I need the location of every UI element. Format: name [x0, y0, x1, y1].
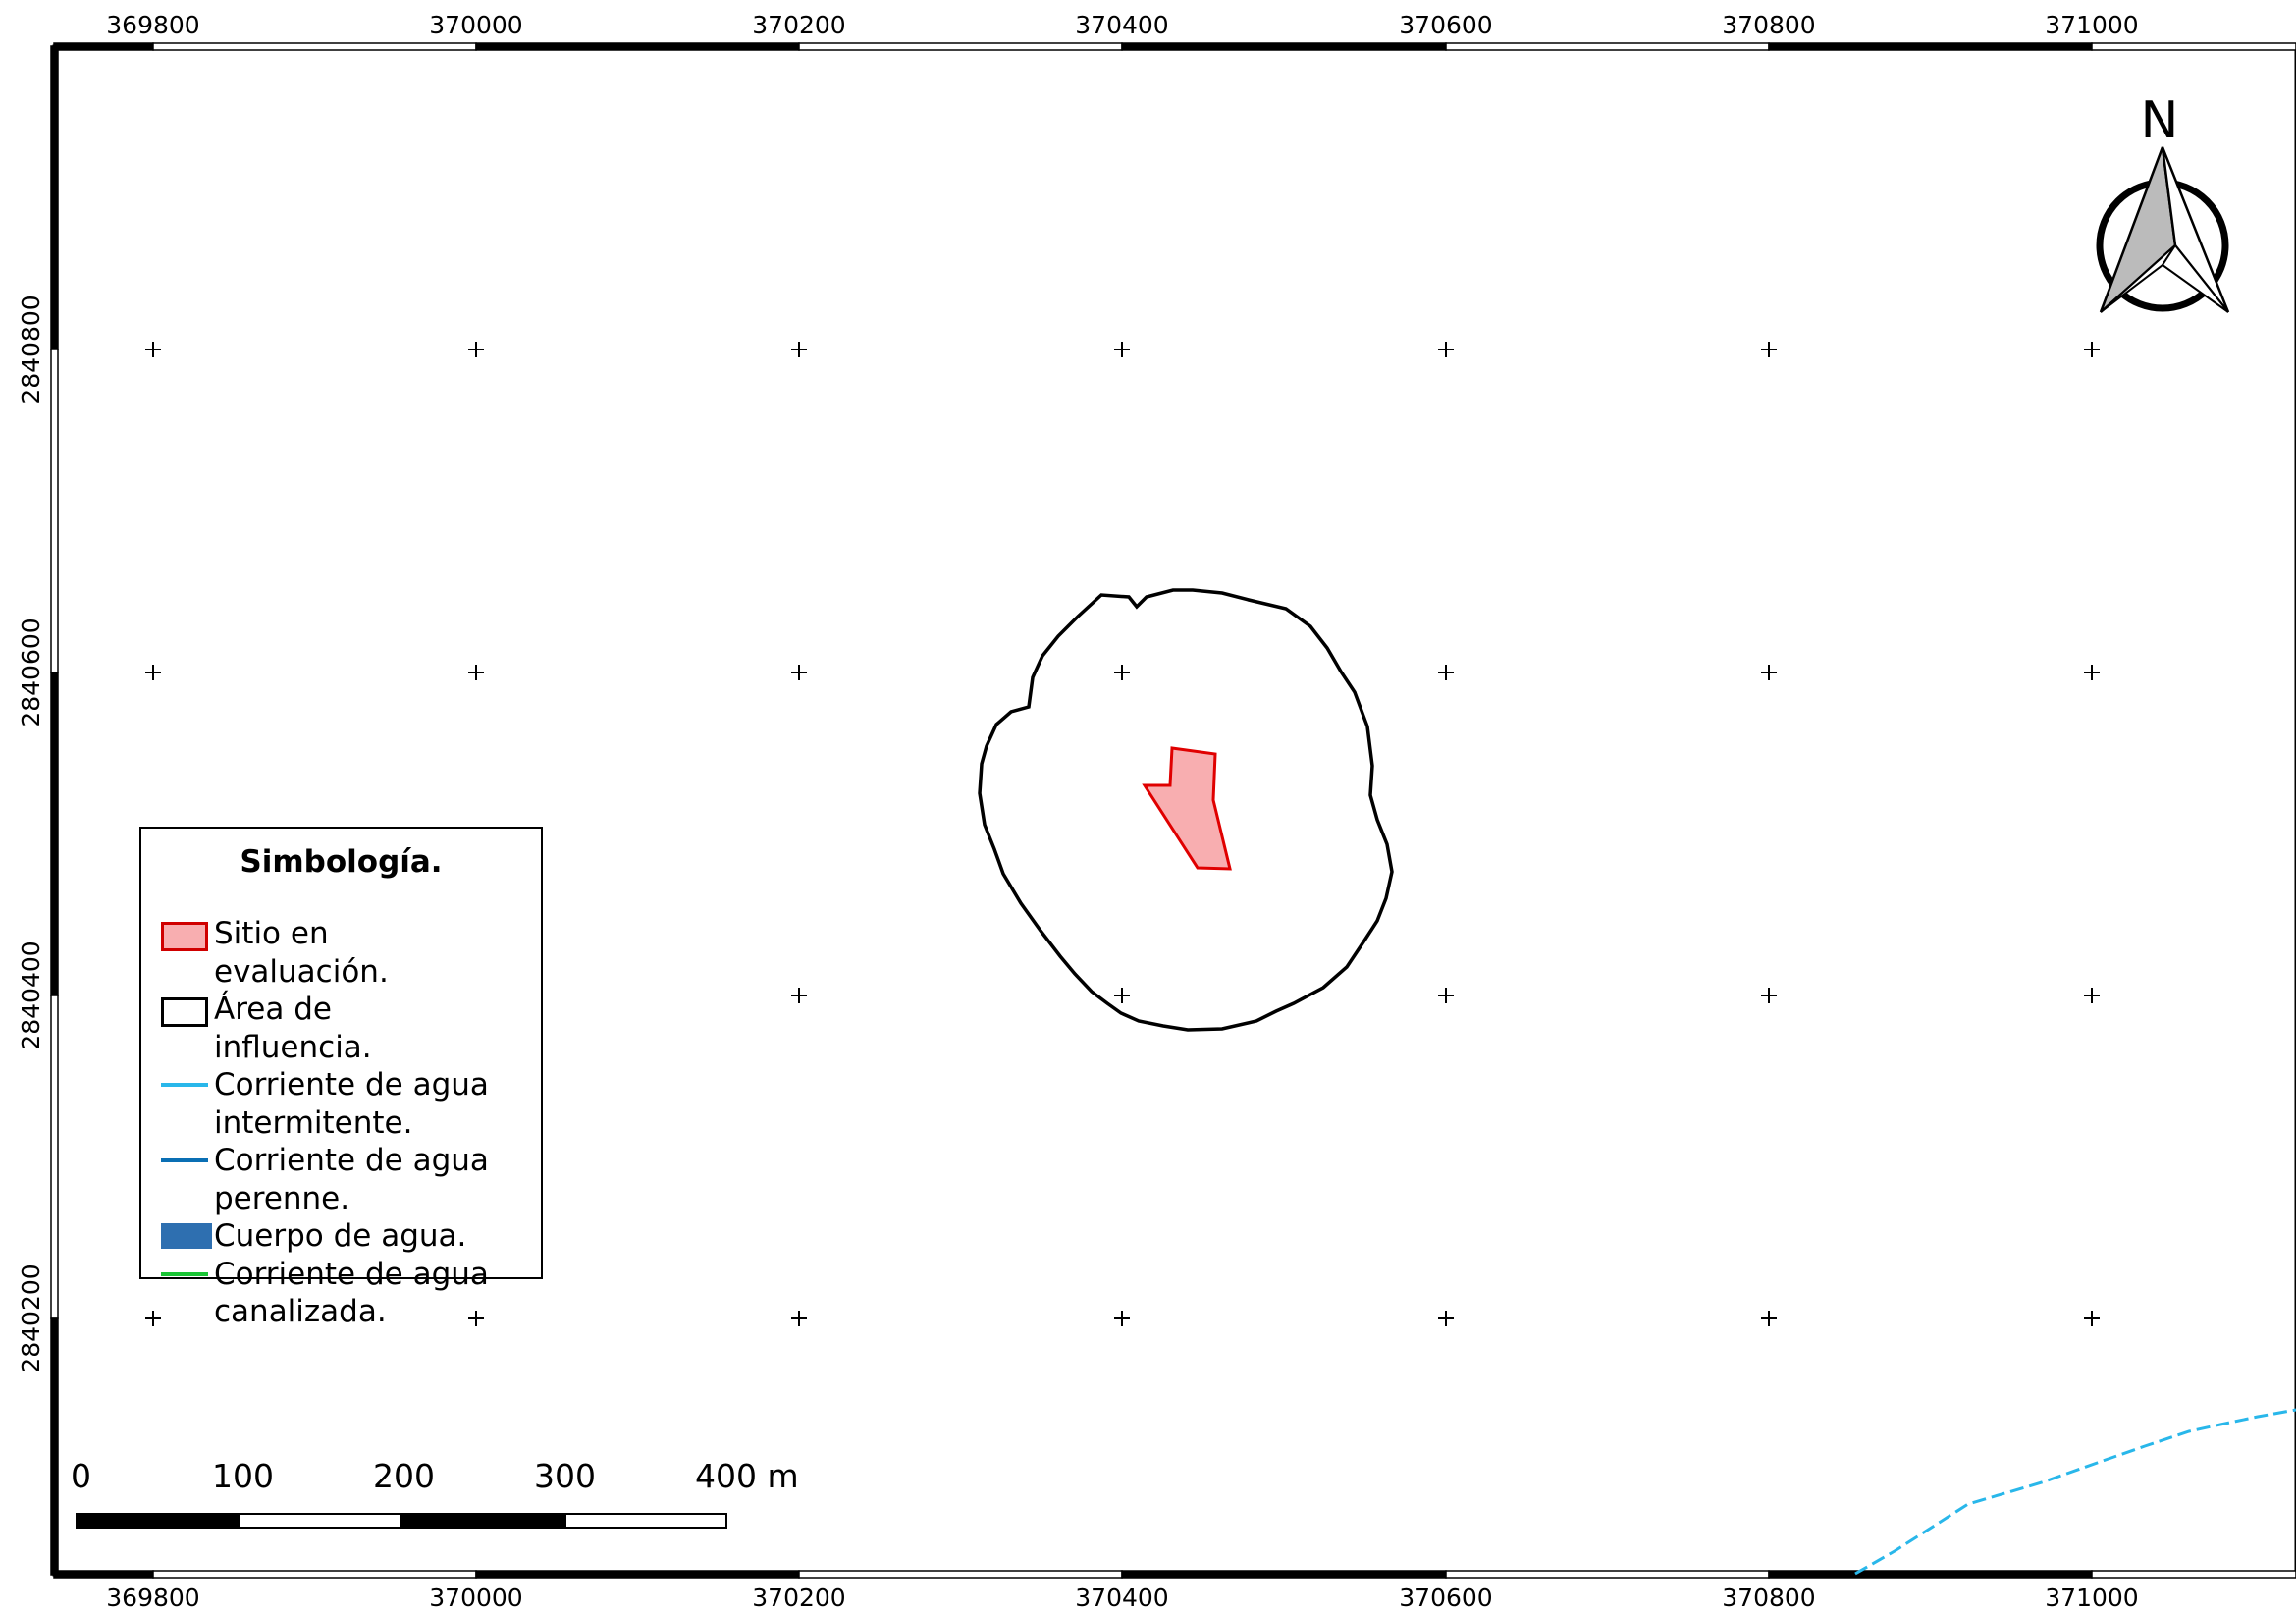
- grid-cross-icon: [1761, 1311, 1777, 1326]
- grid-cross-icon: [1438, 1311, 1454, 1326]
- intermittent-stream-line[interactable]: [1854, 1408, 2296, 1576]
- grid-cross-icon: [468, 342, 484, 357]
- site-polygon[interactable]: [1142, 746, 1232, 871]
- site-symbol-icon: [159, 915, 210, 952]
- channelized-line-icon: [159, 1256, 210, 1293]
- legend-label: Área de influencia.: [214, 992, 372, 1065]
- grid-cross-icon: [1438, 665, 1454, 680]
- grid-cross-icon: [791, 1311, 807, 1326]
- legend-item-channelized: Corriente de agua canalizada.: [159, 1256, 489, 1331]
- influence-symbol-icon: [159, 991, 210, 1028]
- scale-label-0: 0: [71, 1457, 91, 1495]
- north-label: N: [2141, 91, 2179, 150]
- grid-cross-icon: [1761, 342, 1777, 357]
- legend-label: Corriente de agua intermitente.: [214, 1067, 489, 1141]
- grid-cross-icon: [1438, 342, 1454, 357]
- grid-cross-icon: [2084, 665, 2100, 680]
- grid-cross-icon: [2084, 988, 2100, 1003]
- x-label-bottom: 370400: [1075, 1584, 1168, 1612]
- grid-crosses: [145, 342, 2100, 1326]
- intermittent-line-icon: [159, 1066, 210, 1103]
- y-label: 2840600: [17, 618, 45, 726]
- grid-cross-icon: [145, 1311, 161, 1326]
- y-label: 2840400: [17, 941, 45, 1049]
- x-label-top: 371000: [2045, 11, 2138, 39]
- x-label-bottom: 370600: [1399, 1584, 1492, 1612]
- x-label-top: 370600: [1399, 11, 1492, 39]
- x-label-top: 370800: [1722, 11, 1815, 39]
- x-label-top: 369800: [106, 11, 199, 39]
- x-label-top: 370400: [1075, 11, 1168, 39]
- x-label-bottom: 369800: [106, 1584, 199, 1612]
- legend-item-perennial: Corriente de agua perenne.: [159, 1142, 489, 1217]
- x-coordinate-labels-bottom: 369800 370000 370200 370400 370600 370800 3710…: [106, 1584, 2138, 1612]
- legend-title: Simbología.: [240, 844, 443, 880]
- legend-box: Simbología. Sitio en evaluación. Área de…: [139, 827, 543, 1329]
- scale-label-400: 400 m: [695, 1457, 799, 1495]
- grid-cross-icon: [1114, 665, 1130, 680]
- legend-label: Corriente de agua perenne.: [214, 1143, 489, 1216]
- grid-cross-icon: [1761, 665, 1777, 680]
- north-arrow-icon: N: [2096, 91, 2230, 313]
- grid-cross-icon: [791, 988, 807, 1003]
- grid-cross-icon: [468, 665, 484, 680]
- y-coordinate-labels: 2840800 2840600 2840400 2840200: [17, 295, 45, 1372]
- scale-label-200: 200: [373, 1457, 435, 1495]
- x-label-bottom: 371000: [2045, 1584, 2138, 1612]
- grid-cross-icon: [1761, 988, 1777, 1003]
- scale-label-100: 100: [212, 1457, 274, 1495]
- x-label-bottom: 370000: [429, 1584, 522, 1612]
- y-label: 2840800: [17, 295, 45, 403]
- x-label-bottom: 370800: [1722, 1584, 1815, 1612]
- legend-item-site: Sitio en evaluación.: [159, 915, 489, 991]
- influence-area-polygon[interactable]: [978, 588, 1394, 1032]
- grid-cross-icon: [1438, 988, 1454, 1003]
- x-label-top: 370000: [429, 11, 522, 39]
- x-label-bottom: 370200: [752, 1584, 845, 1612]
- perennial-line-icon: [159, 1142, 210, 1179]
- grid-cross-icon: [145, 342, 161, 357]
- water-body-icon: [159, 1217, 212, 1255]
- x-label-top: 370200: [752, 11, 845, 39]
- legend-item-water-body: Cuerpo de agua.: [159, 1217, 489, 1256]
- legend-label: Corriente de agua canalizada.: [214, 1256, 489, 1330]
- y-label: 2840200: [17, 1264, 45, 1372]
- legend-label: Cuerpo de agua.: [214, 1218, 467, 1254]
- grid-cross-icon: [791, 665, 807, 680]
- grid-cross-icon: [1114, 988, 1130, 1003]
- legend-item-intermittent: Corriente de agua intermitente.: [159, 1066, 489, 1142]
- grid-cross-icon: [468, 1311, 484, 1326]
- grid-cross-icon: [145, 665, 161, 680]
- scale-bar: 0 100 200 300 400 m: [71, 1457, 799, 1529]
- grid-cross-icon: [1114, 1311, 1130, 1326]
- legend-items: Sitio en evaluación. Área de influencia.…: [159, 915, 489, 1331]
- scale-label-300: 300: [534, 1457, 596, 1495]
- map-frame: [50, 42, 2296, 1579]
- grid-cross-icon: [2084, 342, 2100, 357]
- x-coordinate-labels-top: 369800 370000 370200 370400 370600 370800 3710…: [106, 11, 2138, 39]
- grid-cross-icon: [2084, 1311, 2100, 1326]
- grid-cross-icon: [791, 342, 807, 357]
- legend-label: Sitio en evaluación.: [214, 916, 389, 990]
- grid-cross-icon: [1114, 342, 1130, 357]
- legend-item-influence: Área de influencia.: [159, 991, 489, 1066]
